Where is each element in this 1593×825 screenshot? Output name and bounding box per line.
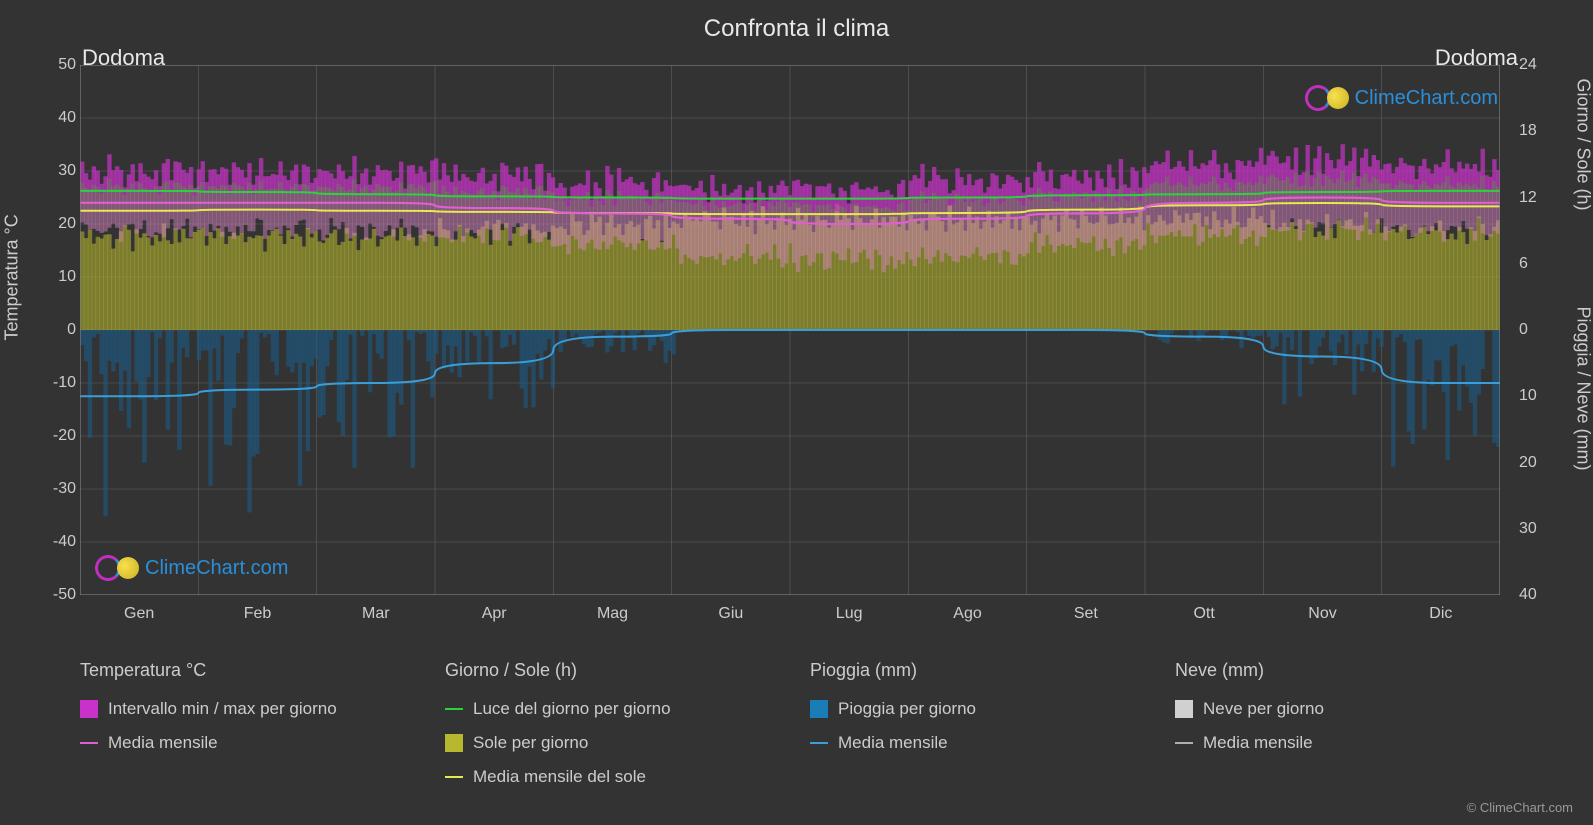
tick-right-bot: 40 (1519, 586, 1545, 604)
tick-left: 10 (46, 268, 76, 286)
tick-month: Apr (469, 605, 519, 623)
legend-item: Media mensile (80, 733, 405, 753)
legend-header: Giorno / Sole (h) (445, 660, 770, 681)
tick-month: Gen (114, 605, 164, 623)
legend-item: Sole per giorno (445, 733, 770, 753)
tick-month: Dic (1416, 605, 1466, 623)
tick-month: Ott (1179, 605, 1229, 623)
tick-month: Giu (706, 605, 756, 623)
tick-left: -50 (46, 586, 76, 604)
tick-month: Ago (943, 605, 993, 623)
legend-swatch (1175, 700, 1193, 718)
legend: Temperatura °C Intervallo min / max per g… (80, 660, 1500, 801)
copyright: © ClimeChart.com (1467, 800, 1573, 815)
y-axis-right-top-label: Giorno / Sole (h) (1573, 78, 1593, 210)
legend-item: Media mensile del sole (445, 767, 770, 787)
tick-right-top: 12 (1519, 189, 1545, 207)
brand-text: ClimeChart.com (145, 557, 288, 580)
legend-header: Neve (mm) (1175, 660, 1500, 681)
tick-month: Set (1061, 605, 1111, 623)
legend-swatch (80, 700, 98, 718)
legend-item: Intervallo min / max per giorno (80, 699, 405, 719)
tick-right-top: 24 (1519, 56, 1545, 74)
tick-left: -10 (46, 374, 76, 392)
legend-swatch (1175, 742, 1193, 744)
tick-month: Nov (1298, 605, 1348, 623)
legend-label: Media mensile (838, 733, 948, 753)
tick-right-bot: 20 (1519, 454, 1545, 472)
tick-left: -40 (46, 533, 76, 551)
legend-swatch (445, 708, 463, 710)
legend-swatch (810, 742, 828, 744)
y-axis-left-label: Temperatura °C (2, 214, 23, 340)
y-axis-right-bot-label: Pioggia / Neve (mm) (1573, 306, 1593, 470)
tick-month: Feb (233, 605, 283, 623)
tick-right-top: 18 (1519, 122, 1545, 140)
legend-label: Intervallo min / max per giorno (108, 699, 337, 719)
tick-right-bot: 10 (1519, 387, 1545, 405)
tick-left: 40 (46, 109, 76, 127)
legend-col: Pioggia (mm) Pioggia per giorno Media mens… (810, 660, 1135, 801)
tick-left: 30 (46, 162, 76, 180)
tick-month: Mar (351, 605, 401, 623)
chart-plot-area (80, 65, 1500, 595)
chart-svg (80, 65, 1500, 595)
tick-left: 20 (46, 215, 76, 233)
legend-header: Temperatura °C (80, 660, 405, 681)
tick-right-bot: 30 (1519, 520, 1545, 538)
legend-col: Temperatura °C Intervallo min / max per g… (80, 660, 405, 801)
legend-col: Neve (mm) Neve per giorno Media mensile (1175, 660, 1500, 801)
watermark-bottom: ClimeChart.com (95, 555, 288, 581)
legend-label: Media mensile (108, 733, 218, 753)
legend-label: Media mensile del sole (473, 767, 646, 787)
legend-item: Neve per giorno (1175, 699, 1500, 719)
legend-col: Giorno / Sole (h) Luce del giorno per gio… (445, 660, 770, 801)
legend-swatch (445, 734, 463, 752)
legend-swatch (80, 742, 98, 744)
watermark-top: ClimeChart.com (1305, 85, 1498, 111)
legend-item: Pioggia per giorno (810, 699, 1135, 719)
tick-right-top: 6 (1519, 255, 1545, 273)
legend-label: Media mensile (1203, 733, 1313, 753)
tick-month: Lug (824, 605, 874, 623)
tick-left: -20 (46, 427, 76, 445)
legend-item: Media mensile (1175, 733, 1500, 753)
legend-label: Sole per giorno (473, 733, 588, 753)
tick-left: 50 (46, 56, 76, 74)
tick-right-top: 0 (1519, 321, 1545, 339)
legend-header: Pioggia (mm) (810, 660, 1135, 681)
legend-swatch (445, 776, 463, 778)
legend-label: Luce del giorno per giorno (473, 699, 671, 719)
tick-left: -30 (46, 480, 76, 498)
logo-sun-icon (117, 557, 139, 579)
legend-item: Media mensile (810, 733, 1135, 753)
chart-title: Confronta il clima (0, 15, 1593, 43)
legend-label: Neve per giorno (1203, 699, 1324, 719)
brand-text: ClimeChart.com (1355, 87, 1498, 110)
tick-left: 0 (46, 321, 76, 339)
legend-item: Luce del giorno per giorno (445, 699, 770, 719)
logo-sun-icon (1327, 87, 1349, 109)
legend-label: Pioggia per giorno (838, 699, 976, 719)
legend-swatch (810, 700, 828, 718)
tick-month: Mag (588, 605, 638, 623)
